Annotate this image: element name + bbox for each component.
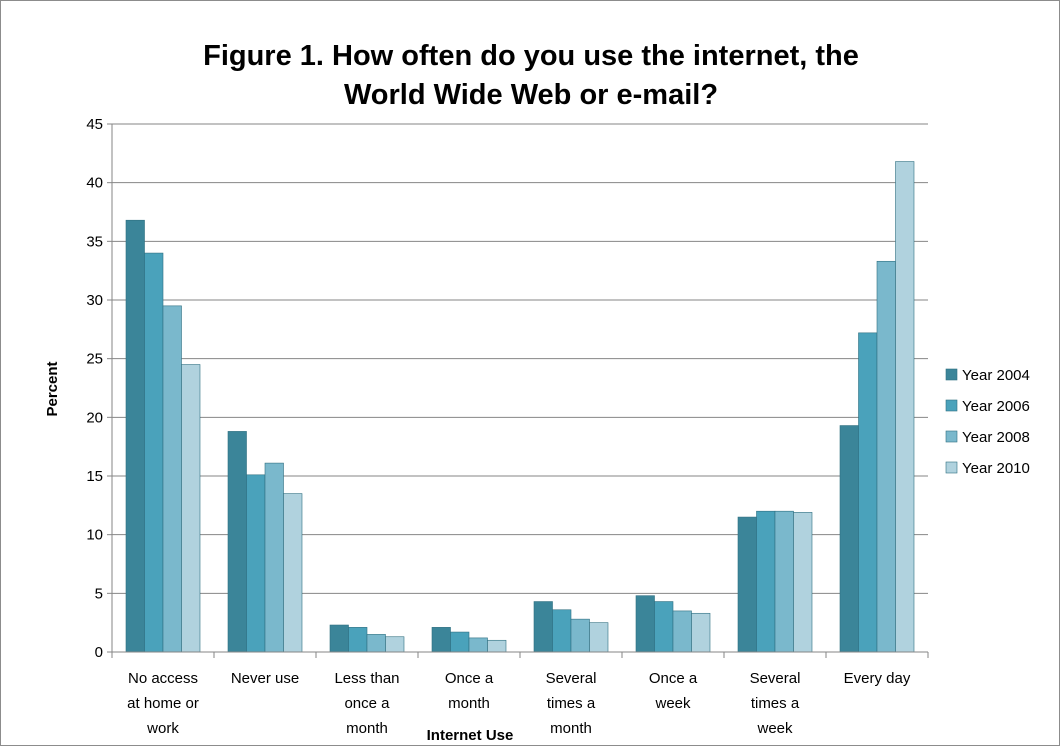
legend-swatch bbox=[945, 399, 958, 412]
legend-label: Year 2010 bbox=[962, 460, 1030, 477]
legend-swatch bbox=[945, 430, 958, 443]
bar-year-2010-4 bbox=[589, 622, 609, 653]
x-category-label: Never use bbox=[231, 670, 299, 687]
x-category-label: Once a week bbox=[649, 670, 698, 712]
bar-year-2008-0 bbox=[162, 305, 182, 653]
axis-labels: 0 5 10 15 20 25 30 35 40 45 No access at home or wor… bbox=[86, 116, 911, 737]
bar-year-2008-4 bbox=[570, 618, 590, 653]
x-category-label: No access at home or work bbox=[127, 670, 199, 737]
bar-year-2004-4 bbox=[533, 601, 553, 653]
bar-year-2008-3 bbox=[468, 637, 488, 653]
y-tick-label: 40 bbox=[86, 175, 103, 192]
bars bbox=[125, 161, 915, 653]
x-category-label: Several times a month bbox=[546, 670, 597, 737]
x-category-label: Less than once a month bbox=[334, 670, 399, 737]
bar-year-2006-6 bbox=[756, 510, 776, 653]
x-category-label: Several times a week bbox=[750, 670, 801, 737]
y-tick-label: 30 bbox=[86, 292, 103, 309]
bar-year-2006-4 bbox=[552, 609, 572, 653]
y-axis-title: Percent bbox=[44, 361, 61, 416]
bar-year-2004-5 bbox=[635, 595, 655, 653]
bar-year-2004-6 bbox=[737, 516, 757, 653]
bar-year-2008-5 bbox=[672, 610, 692, 653]
bar-year-2010-3 bbox=[487, 639, 507, 653]
y-tick-label: 20 bbox=[86, 409, 103, 426]
x-category-label: Every day bbox=[844, 670, 911, 687]
x-category-label: Once a month bbox=[445, 670, 494, 712]
y-tick-label: 5 bbox=[95, 585, 103, 602]
bar-year-2008-6 bbox=[774, 510, 794, 653]
bar-year-2010-0 bbox=[181, 364, 201, 653]
bar-year-2010-7 bbox=[895, 161, 915, 653]
bar-year-2008-1 bbox=[264, 462, 284, 653]
legend-swatch bbox=[945, 368, 958, 381]
y-tick-label: 0 bbox=[95, 644, 103, 661]
bar-year-2006-0 bbox=[144, 252, 164, 653]
bar-year-2006-1 bbox=[246, 474, 266, 653]
legend-label: Year 2008 bbox=[962, 429, 1030, 446]
y-tick-label: 45 bbox=[86, 116, 103, 133]
bar-year-2008-2 bbox=[366, 634, 386, 653]
bar-year-2008-7 bbox=[876, 260, 896, 653]
bar-year-2010-2 bbox=[385, 636, 405, 653]
legend-label: Year 2006 bbox=[962, 398, 1030, 415]
bar-year-2010-1 bbox=[283, 493, 303, 653]
chart-title-line-1: Figure 1. How often do you use the inter… bbox=[203, 40, 859, 72]
bar-year-2004-1 bbox=[227, 431, 247, 653]
bar-year-2004-0 bbox=[125, 219, 145, 653]
legend-label: Year 2004 bbox=[962, 367, 1030, 384]
bar-year-2006-3 bbox=[450, 631, 470, 653]
bar-year-2006-7 bbox=[858, 332, 878, 653]
y-tick-label: 35 bbox=[86, 233, 103, 250]
axes bbox=[107, 123, 929, 658]
bar-year-2004-2 bbox=[329, 624, 349, 653]
bar-year-2004-7 bbox=[839, 425, 859, 653]
bar-year-2006-5 bbox=[654, 601, 674, 653]
y-tick-label: 25 bbox=[86, 351, 103, 368]
legend: Year 2004 Year 2006 Year 2008 Year 2010 bbox=[945, 367, 1030, 477]
bar-year-2010-5 bbox=[691, 612, 711, 653]
bar-year-2010-6 bbox=[793, 512, 813, 653]
bar-year-2006-2 bbox=[348, 627, 368, 653]
y-tick-label: 15 bbox=[86, 468, 103, 485]
bar-year-2004-3 bbox=[431, 627, 451, 653]
legend-swatch bbox=[945, 461, 958, 474]
y-tick-label: 10 bbox=[86, 527, 103, 544]
x-axis-title: Internet Use bbox=[427, 727, 514, 744]
chart-title-line-2: World Wide Web or e-mail? bbox=[343, 79, 719, 111]
